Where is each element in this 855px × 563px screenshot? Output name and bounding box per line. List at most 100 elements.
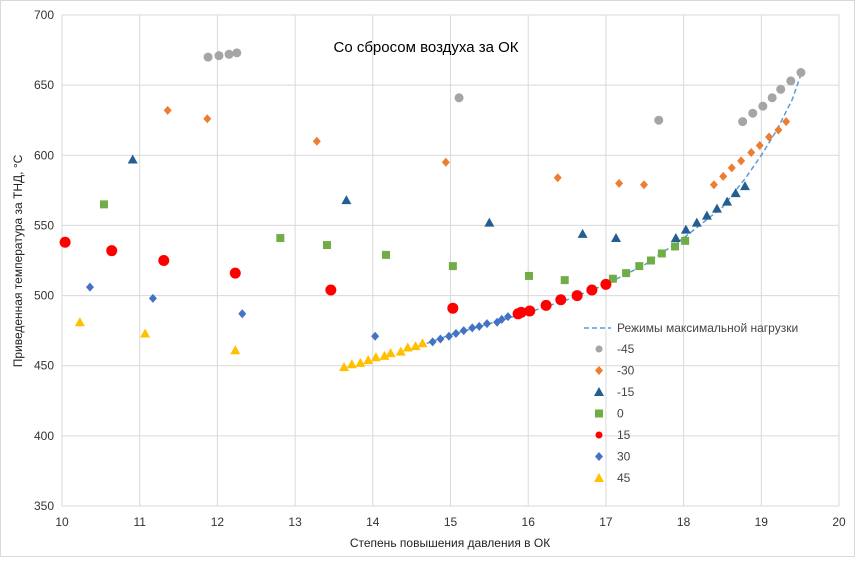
data-point-series-0	[322, 241, 331, 250]
data-point-series-45	[230, 345, 241, 355]
legend-swatch	[595, 409, 603, 418]
data-point-series--15	[712, 203, 723, 213]
data-point-series--30	[639, 180, 648, 190]
x-tick-label: 19	[755, 515, 769, 529]
data-point-series--45	[224, 49, 234, 59]
data-point-series--30	[774, 125, 783, 135]
x-tick-label: 14	[366, 515, 380, 529]
data-point-series-15	[106, 245, 118, 257]
data-point-series-30	[85, 282, 94, 292]
data-point-series-45	[370, 352, 381, 362]
data-point-series--30	[441, 157, 450, 167]
legend-swatch	[594, 387, 604, 396]
data-point-series-15	[158, 255, 170, 266]
y-tick-label: 400	[34, 429, 54, 443]
data-point-series--15	[739, 181, 750, 191]
data-point-series--45	[738, 117, 748, 127]
data-point-series--30	[737, 156, 746, 166]
data-point-series--45	[767, 93, 777, 103]
y-tick-label: 550	[34, 218, 54, 232]
data-point-series-30	[503, 312, 512, 322]
data-point-series--30	[553, 173, 562, 183]
data-point-series--15	[127, 154, 138, 164]
data-point-series--45	[654, 115, 664, 125]
data-point-series-45	[379, 350, 390, 360]
x-tick-label: 10	[55, 515, 69, 529]
legend-label: -30	[617, 364, 635, 378]
x-tick-label: 13	[288, 515, 302, 529]
data-point-series-30	[444, 331, 453, 341]
data-point-series-15	[447, 302, 459, 314]
legend-label: 15	[617, 428, 631, 442]
data-point-series-15	[586, 284, 598, 296]
data-point-series-30	[475, 321, 484, 331]
legend-swatch	[595, 452, 603, 461]
data-point-series-45	[346, 359, 357, 369]
legend-label: 45	[617, 471, 631, 485]
tick-labels: 10 11 12 13 14 15 16 17 18 19 20350400450500550600…	[34, 8, 846, 529]
data-point-series-0	[671, 242, 680, 251]
data-point-series-30	[436, 334, 445, 344]
data-point-series-0	[681, 236, 690, 245]
data-point-series--30	[163, 105, 172, 115]
data-point-series-15	[524, 305, 536, 317]
data-point-series-45	[395, 346, 406, 356]
data-point-series-30	[238, 309, 247, 319]
legend-label: Режимы максимальной нагрузки	[617, 321, 798, 335]
data-point-series-30	[468, 323, 477, 333]
data-point-series-0	[524, 271, 533, 280]
data-point-series--15	[670, 233, 681, 243]
data-point-series-45	[402, 342, 413, 352]
data-point-series-15	[555, 294, 567, 306]
data-point-series--15	[341, 195, 352, 205]
y-tick-label: 350	[34, 499, 54, 513]
x-tick-label: 12	[211, 515, 225, 529]
data-point-series--30	[203, 114, 212, 124]
data-point-series-45	[410, 341, 421, 351]
data-point-series-15	[540, 299, 552, 311]
x-tick-label: 20	[832, 515, 846, 529]
data-point-series-45	[339, 362, 350, 372]
data-point-series-30	[459, 326, 468, 336]
data-point-series-0	[382, 250, 391, 259]
data-point-series-30	[483, 319, 492, 329]
legend-label: 30	[617, 450, 631, 464]
legend-label: 0	[617, 407, 624, 421]
chart-title: Со сбросом воздуха за ОК	[333, 39, 518, 56]
data-point-series--30	[312, 136, 321, 146]
data-point-series-0	[622, 269, 631, 278]
y-tick-label: 600	[34, 148, 54, 162]
data-point-series-45	[74, 317, 85, 327]
legend-swatch	[595, 345, 603, 353]
data-point-series--30	[727, 163, 736, 173]
data-point-series--45	[796, 68, 806, 78]
y-tick-label: 700	[34, 8, 54, 22]
y-tick-label: 650	[34, 78, 54, 92]
data-point-series-0	[646, 256, 655, 265]
data-point-series--45	[203, 52, 213, 62]
data-point-series-0	[635, 262, 644, 271]
data-point-series--45	[454, 93, 464, 103]
data-point-series-0	[560, 276, 569, 285]
data-point-series--45	[786, 76, 796, 86]
data-point-series--45	[232, 48, 242, 58]
data-point-series-15	[600, 278, 612, 290]
legend-swatch	[595, 366, 603, 375]
data-point-series-0	[657, 249, 666, 258]
data-point-series-45	[363, 355, 374, 365]
y-axis-label: Приведенная температура за ТНД, °С	[11, 154, 25, 367]
x-tick-label: 16	[522, 515, 536, 529]
x-tick-label: 15	[444, 515, 458, 529]
data-point-series-15	[325, 284, 337, 296]
legend: Режимы максимальной нагрузки -45 -30 -15 0 15…	[584, 321, 798, 485]
data-point-series--30	[755, 140, 764, 150]
data-point-series-0	[608, 274, 617, 283]
data-point-series--30	[709, 180, 718, 190]
legend-swatch	[595, 431, 603, 439]
x-tick-label: 18	[677, 515, 691, 529]
x-axis-label: Степень повышения давления в ОК	[350, 536, 550, 550]
data-point-series--45	[748, 108, 758, 118]
data-point-series--15	[680, 224, 691, 234]
